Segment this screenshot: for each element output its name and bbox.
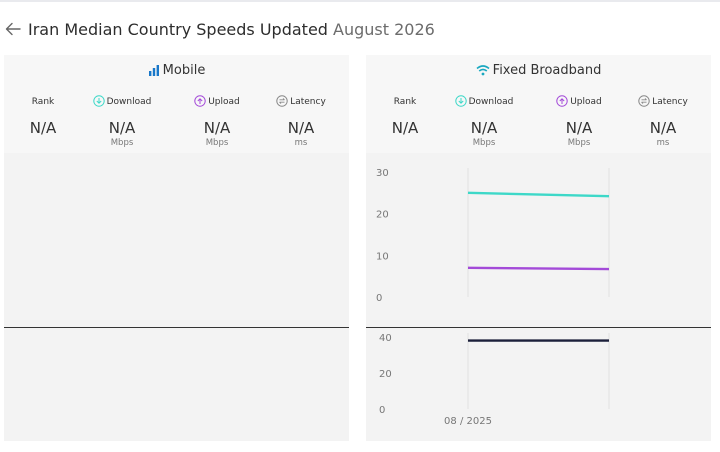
mobile-chart-divider bbox=[4, 327, 349, 328]
rank-value: N/A bbox=[391, 119, 419, 137]
series-line bbox=[467, 266, 610, 271]
upload-value: N/A bbox=[565, 119, 593, 137]
fixed-stat-latency: Latency N/A ms bbox=[620, 95, 706, 148]
latency-label: Latency bbox=[290, 97, 326, 107]
fixed-panel-title: Fixed Broadband bbox=[366, 63, 711, 78]
y-tick-label: 10 bbox=[376, 251, 389, 262]
download-unit: Mbps bbox=[110, 138, 134, 148]
upload-icon bbox=[194, 95, 206, 107]
mobile-stats-box: Mobile Rank N/A Download N/A Mbps bbox=[4, 55, 349, 153]
y-tick-label: 20 bbox=[376, 210, 389, 221]
page-title-date[interactable]: August 2026 bbox=[333, 19, 435, 39]
wifi-icon bbox=[476, 65, 490, 76]
x-tick-label: 08 / 2025 bbox=[444, 416, 492, 427]
upload-label: Upload bbox=[208, 97, 240, 107]
rank-label: Rank bbox=[31, 97, 55, 107]
page-title: Iran Median Country Speeds Updated Augus… bbox=[28, 20, 435, 39]
upload-unit: Mbps bbox=[567, 138, 591, 148]
download-icon bbox=[92, 95, 105, 107]
page-header: Iran Median Country Speeds Updated Augus… bbox=[4, 16, 435, 42]
signal-bars-icon bbox=[148, 65, 159, 76]
download-value: N/A bbox=[108, 119, 136, 137]
upload-label: Upload bbox=[570, 97, 602, 107]
download-label: Download bbox=[468, 97, 514, 107]
mobile-panel: Mobile Rank N/A Download N/A Mbps bbox=[4, 55, 349, 441]
back-arrow-icon[interactable] bbox=[4, 20, 22, 38]
latency-label: Latency bbox=[652, 97, 688, 107]
y-tick-label: 20 bbox=[379, 369, 392, 380]
fixed-stat-rank: Rank N/A bbox=[362, 95, 448, 137]
fixed-broadband-panel: Fixed Broadband Rank N/A Download N/A Mb… bbox=[366, 55, 711, 441]
latency-value: N/A bbox=[649, 119, 677, 137]
fixed-title-label: Fixed Broadband bbox=[492, 63, 602, 78]
upload-icon bbox=[556, 95, 568, 107]
y-tick-label: 0 bbox=[376, 293, 382, 304]
mobile-title-label: Mobile bbox=[162, 63, 206, 78]
latency-icon bbox=[638, 95, 650, 107]
latency-unit: ms bbox=[294, 138, 308, 148]
y-tick-label: 30 bbox=[376, 168, 389, 179]
mobile-panel-title: Mobile bbox=[4, 63, 349, 78]
mobile-stat-rank: Rank N/A bbox=[0, 95, 86, 137]
upload-unit: Mbps bbox=[205, 138, 229, 148]
fixed-stat-upload: Upload N/A Mbps bbox=[536, 95, 622, 148]
rank-value: N/A bbox=[29, 119, 57, 137]
fixed-stats-box: Fixed Broadband Rank N/A Download N/A Mb… bbox=[366, 55, 711, 153]
upload-value: N/A bbox=[203, 119, 231, 137]
download-unit: Mbps bbox=[472, 138, 496, 148]
speed-chart: 0 10 20 30 bbox=[376, 168, 610, 304]
download-label: Download bbox=[106, 97, 152, 107]
latency-unit: ms bbox=[656, 138, 670, 148]
download-icon bbox=[454, 95, 467, 107]
fixed-chart-divider bbox=[366, 327, 711, 328]
latency-icon bbox=[276, 95, 288, 107]
y-tick-label: 40 bbox=[379, 333, 392, 344]
latency-chart: 0 20 40 08 / 2025 bbox=[379, 333, 610, 427]
latency-value: N/A bbox=[287, 119, 315, 137]
fixed-stat-download: Download N/A Mbps bbox=[441, 95, 527, 148]
download-value: N/A bbox=[470, 119, 498, 137]
series-line bbox=[467, 191, 610, 198]
mobile-stat-download: Download N/A Mbps bbox=[79, 95, 165, 148]
mobile-stat-upload: Upload N/A Mbps bbox=[174, 95, 260, 148]
mobile-stat-latency: Latency N/A ms bbox=[258, 95, 344, 148]
rank-label: Rank bbox=[393, 97, 417, 107]
page-title-text: Iran Median Country Speeds Updated bbox=[28, 19, 328, 39]
y-tick-label: 0 bbox=[379, 405, 385, 416]
top-border bbox=[0, 0, 720, 2]
